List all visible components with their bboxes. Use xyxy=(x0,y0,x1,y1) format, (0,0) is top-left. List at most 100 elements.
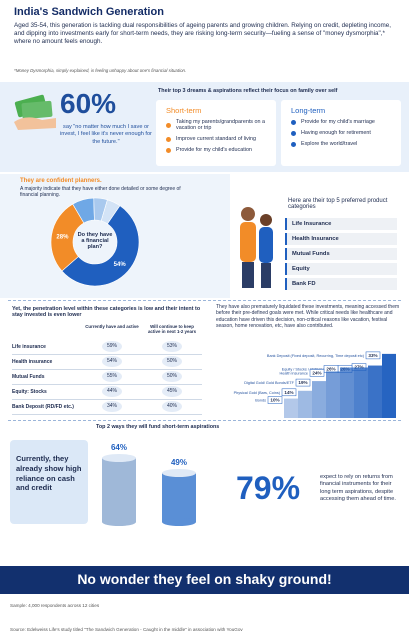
stat-value: 60% xyxy=(60,88,117,119)
planning-subtitle: A majority indicate that they have eithe… xyxy=(20,186,181,199)
stair-bar xyxy=(284,398,298,418)
slice-value: 54% xyxy=(114,262,127,268)
cylinder xyxy=(102,458,136,522)
bullet xyxy=(291,130,296,136)
donut-slice xyxy=(50,203,85,272)
liquidated-text: They have also prematurely liquidated th… xyxy=(216,304,400,329)
cylinder-base xyxy=(162,518,196,526)
aspirations-title: Their top 3 dreams & aspirations reflect… xyxy=(158,88,338,94)
short-term-box: Short-term Taking my parents/grandparent… xyxy=(156,100,276,166)
percent-cell: 53% xyxy=(162,341,182,352)
returns-value: 79% xyxy=(236,470,301,506)
aspiration-text: Provide for my child's education xyxy=(176,147,252,153)
funding-lead: Currently, they already show high relian… xyxy=(16,454,82,493)
percent-cell: 40% xyxy=(162,401,182,412)
row-name: Life insurance xyxy=(12,344,46,350)
stair-value: 33% xyxy=(368,353,377,358)
sample: Sample: 4,000 respondents across 12 citi… xyxy=(10,603,100,608)
headline: No wonder they feel on shaky ground! xyxy=(77,571,332,587)
row-line xyxy=(12,399,202,400)
products-title: Here are their top 5 preferred product c… xyxy=(288,198,388,210)
funding-chart: 64% Through credit/loans/buy now pay late… xyxy=(94,443,206,552)
aspiration-item: Improve current standard of living xyxy=(166,136,270,142)
stair-value: 26% xyxy=(326,366,335,371)
divider xyxy=(8,300,401,301)
value-box xyxy=(295,378,311,387)
bullet xyxy=(166,122,171,128)
row-line xyxy=(12,369,202,370)
stair-label: Health insurance xyxy=(280,371,309,375)
slice-label-box: I have a financial plan but it is not de… xyxy=(14,284,54,298)
stair-value: 19% xyxy=(298,380,307,385)
products-list: Life Insurance Health Insurance Mutual Fun… xyxy=(285,218,397,293)
cylinder-value: 49% xyxy=(171,458,187,467)
stair-label: Equity / Stocks / Shares xyxy=(282,367,322,371)
row-line xyxy=(12,354,202,355)
cylinder-label-box: Through my savings (cash, savings alread… xyxy=(154,528,206,552)
value-box xyxy=(365,351,381,360)
liquidated-chart: 33%Bank Deposit (Fixed deposit, Recurrin… xyxy=(234,351,396,418)
aspiration-item: Having enough for retirement xyxy=(291,130,395,136)
row-line xyxy=(12,414,202,415)
row-name: Mutual Funds xyxy=(12,374,45,380)
stair-label: Bonds xyxy=(255,399,266,403)
column-header: Will continue to keep active in next 1-2… xyxy=(147,324,197,334)
aspiration-item: Provide for my child's marriage xyxy=(291,119,395,125)
stair-label: Digital Gold/ Gold Bonds/ETF xyxy=(244,381,294,385)
stair-label: Bank Deposit (Fixed deposit, Recurring, … xyxy=(267,354,365,358)
headline-band xyxy=(0,566,409,594)
family-image xyxy=(240,207,273,288)
percent-cell: 54% xyxy=(102,356,122,367)
long-term-box: Long-term Provide for my child's marriag… xyxy=(281,100,401,166)
product-item: Mutual Funds xyxy=(285,248,397,260)
slice-value: 28% xyxy=(56,235,69,241)
aspiration-text: Improve current standard of living xyxy=(176,136,256,142)
row-name: Equity: Stocks xyxy=(12,389,47,395)
aspiration-item: Explore the world/travel xyxy=(291,141,395,147)
percent-cell: 50% xyxy=(162,371,182,382)
cylinder-base xyxy=(102,518,136,526)
aspiration-text: Having enough for retirement xyxy=(301,130,371,136)
money-icon xyxy=(14,94,56,130)
product-item: Bank FD xyxy=(285,278,397,290)
percent-cell: 44% xyxy=(102,386,122,397)
returns-text: expect to rely on returns from financial… xyxy=(320,474,396,502)
aspiration-item: Provide for my child's education xyxy=(166,147,270,153)
stair-value: 14% xyxy=(284,390,293,395)
donut-slice xyxy=(100,199,121,225)
percent-cell: 59% xyxy=(102,341,122,352)
donut-chart: 54% I have a clear detailed financial pla… xyxy=(14,197,218,298)
short-term-title: Short-term xyxy=(166,106,202,115)
stair-value: 10% xyxy=(270,398,279,403)
stair-bar xyxy=(354,367,368,418)
percent-cell: 45% xyxy=(162,386,182,397)
lead-box xyxy=(10,440,88,524)
product-item: Equity xyxy=(285,263,397,275)
aspiration-text: Explore the world/travel xyxy=(301,141,358,147)
intro: Aged 35-54, this generation is tackling … xyxy=(14,22,391,46)
row-name: Health insurance xyxy=(12,359,53,365)
bullet xyxy=(291,141,296,147)
stair-bar xyxy=(382,353,396,418)
stair-value: 27% xyxy=(354,365,363,370)
column-header: Currently have and active xyxy=(85,324,139,329)
row-line xyxy=(12,384,202,385)
slice-label-box: I have planned for some aspirations and … xyxy=(150,198,190,224)
bullet xyxy=(166,136,171,142)
stair-bar xyxy=(298,390,312,418)
percent-cell: 50% xyxy=(162,356,182,367)
footnote: *Money Dysmorphia, simply explained, is … xyxy=(14,68,187,73)
percent-cell: 34% xyxy=(102,401,122,412)
stair-label: Physical Gold (Bars, Coins) xyxy=(234,391,281,395)
title: India's Sandwich Generation xyxy=(14,6,164,18)
slice-label-box: I don't have a clear detailed financial … xyxy=(34,200,74,226)
stair-bar xyxy=(368,365,382,418)
product-item: Health Insurance xyxy=(285,233,397,245)
holdings-title: Yet, the penetration level within these … xyxy=(12,306,201,318)
source: Source: Edelweiss Life's study titled "T… xyxy=(10,627,243,632)
slice-label-box: I have a clear detailed financial plan xyxy=(178,236,218,262)
cylinder-label-box: Through credit/loans/buy now pay later xyxy=(94,528,146,552)
aspiration-text: Provide for my child's marriage xyxy=(301,119,375,125)
stair-value: 24% xyxy=(312,370,321,375)
